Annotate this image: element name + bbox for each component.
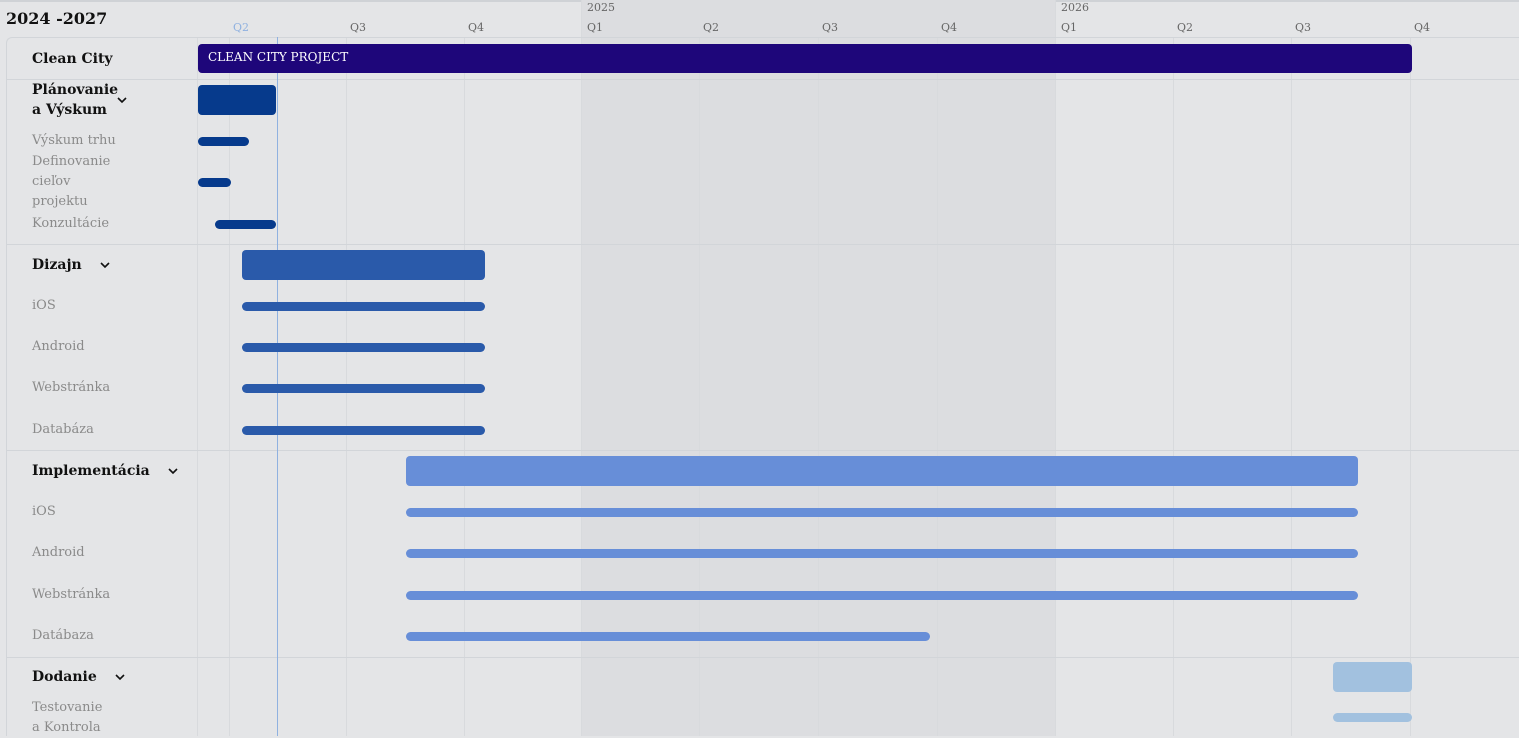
task-label[interactable]: Android [32,545,85,560]
group-label-text: Dodanie [32,669,97,685]
timeline-header: 2025 2026 Q2 Q3 Q4 Q1 Q2 Q3 Q4 Q1 Q2 Q3 … [0,0,1519,37]
task-label[interactable]: Datábaza [32,628,94,643]
summary-bar-planovanie[interactable] [198,85,276,115]
task-bar[interactable] [215,220,276,229]
chevron-down-icon[interactable] [167,465,179,477]
task-label[interactable]: Databáza [32,422,94,437]
summary-bar-implementacia[interactable] [406,456,1358,486]
task-bar[interactable] [406,591,1358,600]
chevron-down-icon[interactable] [99,259,111,271]
task-label[interactable]: iOS [32,298,56,313]
quarter-label: Q4 [468,21,485,34]
task-bar[interactable] [1333,713,1412,722]
task-label[interactable]: Výskum trhu [32,133,116,148]
quarter-label: Q3 [350,21,367,34]
year-label: 2025 [587,1,615,14]
gantt-board [6,37,1519,736]
group-label-text: Implementácia [32,463,150,479]
task-bar[interactable] [198,137,249,146]
year-label: 2026 [1061,1,1089,14]
quarter-label: Q2 [233,21,250,34]
quarter-label: Q4 [941,21,958,34]
task-bar[interactable] [242,384,485,393]
task-bar[interactable] [406,632,930,641]
group-label-text: Plánovanie a Výskum [32,82,119,118]
range-title: 2024 -2027 [6,9,108,28]
summary-bar-dizajn[interactable] [242,250,485,280]
task-bar[interactable] [242,343,485,352]
quarter-label: Q4 [1414,21,1431,34]
task-label[interactable]: iOS [32,504,56,519]
task-bar[interactable] [406,508,1358,517]
quarter-label: Q3 [822,21,839,34]
project-bar-label: CLEAN CITY PROJECT [208,50,349,64]
task-label[interactable]: Webstránka [32,587,111,602]
quarter-label: Q2 [1177,21,1194,34]
task-label[interactable]: Konzultácie [32,216,110,231]
chevron-down-icon[interactable] [116,94,128,106]
task-bar[interactable] [198,178,231,187]
task-label[interactable]: Webstránka [32,380,111,395]
quarter-label: Q3 [1295,21,1312,34]
quarter-label: Q1 [587,21,604,34]
group-label-dizajn[interactable]: Dizajn [32,255,111,275]
group-label-text: Dizajn [32,257,82,273]
task-label[interactable]: Definovanie cieľov projektu [32,154,111,209]
quarter-label: Q1 [1061,21,1078,34]
group-label-implementacia[interactable]: Implementácia [32,461,179,481]
quarter-label: Q2 [703,21,720,34]
task-label[interactable]: Android [32,339,85,354]
group-label-planovanie[interactable]: Plánovanie a Výskum [32,80,127,120]
task-bar[interactable] [242,426,485,435]
chevron-down-icon[interactable] [114,671,126,683]
task-bar[interactable] [242,302,485,311]
project-bar[interactable]: CLEAN CITY PROJECT [198,44,1412,73]
group-label-dodanie[interactable]: Dodanie [32,667,126,687]
task-label[interactable]: Testovanie a Kontrola [32,700,103,735]
summary-bar-dodanie[interactable] [1333,662,1412,692]
task-bar[interactable] [406,549,1358,558]
project-row-label[interactable]: Clean City [32,51,113,67]
